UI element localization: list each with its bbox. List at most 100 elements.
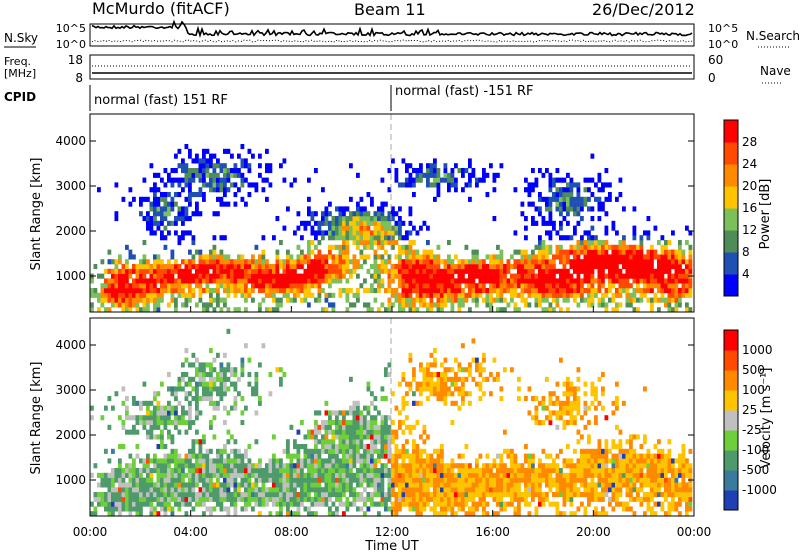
power-cell <box>646 254 651 260</box>
power-cell <box>230 259 234 265</box>
power-cell <box>576 288 581 294</box>
power-cell <box>212 244 217 250</box>
velocity-cell <box>153 458 157 464</box>
power-cell <box>674 268 679 274</box>
velocity-cell <box>636 472 640 478</box>
power-cell <box>387 302 392 308</box>
power-cell <box>174 168 178 174</box>
power-cell <box>433 254 437 260</box>
power-cell <box>615 230 619 236</box>
power-cell <box>569 264 574 270</box>
power-cell <box>496 278 500 284</box>
power-cell <box>366 216 371 222</box>
freq-panel: Freq. [MHz] 18 8 60 0 Nave <box>4 53 791 85</box>
power-cell <box>268 273 273 279</box>
velocity-cell <box>335 415 339 421</box>
velocity-cell <box>149 400 154 406</box>
power-cell <box>380 230 385 236</box>
power-cell <box>566 268 570 274</box>
velocity-cell <box>293 492 297 498</box>
velocity-cell <box>450 501 455 507</box>
power-cell <box>636 297 640 303</box>
power-cell <box>440 307 444 313</box>
power-cell <box>482 283 486 289</box>
velocity-cell <box>506 492 511 498</box>
velocity-cell <box>429 472 434 478</box>
velocity-cell <box>597 458 602 464</box>
power-y-axis-label: Slant Range [km] <box>29 158 44 271</box>
velocity-cell <box>321 492 325 498</box>
velocity-cell <box>517 496 521 502</box>
power-cell <box>482 264 486 270</box>
velocity-cell <box>496 468 500 474</box>
velocity-cell <box>156 410 161 416</box>
velocity-cell <box>342 468 346 474</box>
power-cell <box>426 307 430 313</box>
velocity-cell <box>517 396 521 402</box>
velocity-cell <box>188 468 192 474</box>
velocity-cell <box>114 477 119 483</box>
velocity-cell <box>181 372 185 378</box>
power-cell <box>646 268 651 274</box>
velocity-cell <box>573 386 577 392</box>
power-cell <box>419 225 423 231</box>
power-cell <box>401 264 406 270</box>
power-cell <box>419 268 423 274</box>
power-cell <box>569 187 574 193</box>
velocity-cell <box>363 420 367 426</box>
velocity-cell <box>457 482 462 488</box>
velocity-cell <box>541 501 546 507</box>
velocity-cell <box>209 396 213 402</box>
power-cell <box>223 259 227 265</box>
power-cell <box>594 240 598 246</box>
velocity-cell <box>464 501 469 507</box>
velocity-cell <box>307 496 311 502</box>
velocity-cell <box>517 386 521 392</box>
velocity-cell <box>464 367 469 373</box>
velocity-cell <box>440 492 444 498</box>
velocity-cell <box>429 381 434 387</box>
power-cell <box>118 288 122 294</box>
velocity-cell <box>160 415 164 421</box>
velocity-cell <box>251 463 255 469</box>
velocity-cell <box>359 496 364 502</box>
power-cell <box>328 211 332 217</box>
velocity-cell <box>387 439 392 445</box>
velocity-cell <box>499 472 504 478</box>
velocity-cell <box>555 501 560 507</box>
velocity-cell <box>247 501 252 507</box>
velocity-cell <box>345 468 350 474</box>
velocity-cell <box>373 444 378 450</box>
power-cell <box>170 254 175 260</box>
velocity-cell <box>296 506 301 512</box>
velocity-cell <box>198 501 203 507</box>
velocity-cell <box>433 487 437 493</box>
power-cell <box>545 288 549 294</box>
power-cell <box>475 273 479 279</box>
velocity-cell <box>142 458 147 464</box>
velocity-cell <box>359 415 364 421</box>
velocity-cell <box>517 492 521 498</box>
velocity-cell <box>328 468 332 474</box>
power-cell <box>282 225 287 231</box>
power-cell <box>114 302 119 308</box>
velocity-cell <box>366 381 371 387</box>
velocity-cell <box>331 487 336 493</box>
power-cell <box>559 177 563 183</box>
velocity-cell <box>226 367 231 373</box>
power-cell <box>296 225 301 231</box>
power-cell <box>685 292 689 298</box>
velocity-cell <box>219 501 224 507</box>
velocity-cell <box>426 472 430 478</box>
power-cell <box>566 288 570 294</box>
velocity-cell <box>345 458 350 464</box>
velocity-cell <box>335 420 339 426</box>
power-cell <box>384 240 388 246</box>
power-cell <box>156 297 161 303</box>
power-cell <box>324 278 329 284</box>
power-cell <box>370 288 374 294</box>
velocity-cell <box>517 463 521 469</box>
power-cell <box>461 268 465 274</box>
power-cell <box>457 302 462 308</box>
velocity-cell <box>373 477 378 483</box>
